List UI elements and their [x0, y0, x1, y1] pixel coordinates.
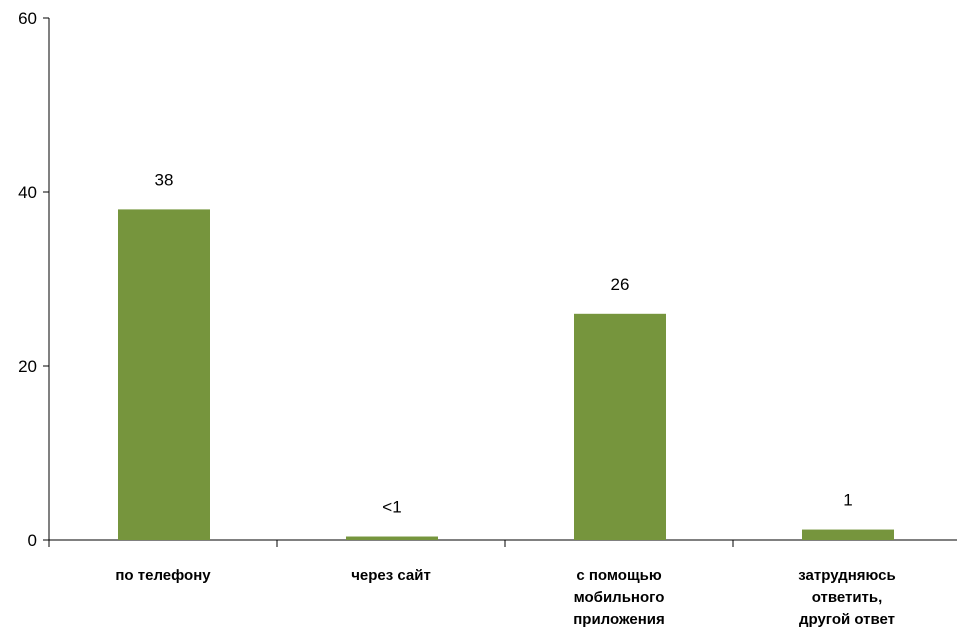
y-tick-label: 20: [18, 357, 37, 376]
data-labels: 38 <1 26 1: [155, 170, 853, 516]
category-label: через сайт: [351, 567, 431, 584]
y-axis: 0 20 40 60: [18, 9, 50, 550]
x-axis: [48, 539, 957, 547]
data-label: <1: [382, 498, 401, 517]
y-tick-label: 40: [18, 183, 37, 202]
data-label: 38: [155, 170, 174, 189]
category-label: затрудняюсь ответить, другой ответ: [798, 567, 895, 628]
category-label-line: с помощью: [576, 567, 661, 584]
category-label-line: другой ответ: [799, 611, 895, 628]
category-label-line: через сайт: [351, 567, 431, 584]
category-label: по телефону: [115, 567, 211, 584]
bar: [574, 313, 666, 540]
category-label-line: по телефону: [115, 567, 211, 584]
data-label: 26: [611, 275, 630, 294]
bar: [346, 536, 438, 540]
bars: [118, 209, 894, 540]
data-label: 1: [843, 491, 852, 510]
category-label-line: приложения: [573, 611, 665, 628]
category-labels: по телефону через сайт с помощью мобильного…: [115, 567, 895, 628]
bar: [118, 209, 210, 540]
bar: [802, 529, 894, 540]
category-label: с помощью мобильного приложения: [573, 567, 665, 628]
category-label-line: мобильного: [574, 589, 665, 606]
y-tick-label: 60: [18, 9, 37, 28]
category-label-line: ответить,: [812, 589, 883, 606]
category-label-line: затрудняюсь: [798, 567, 895, 584]
y-tick-label: 0: [28, 531, 37, 550]
